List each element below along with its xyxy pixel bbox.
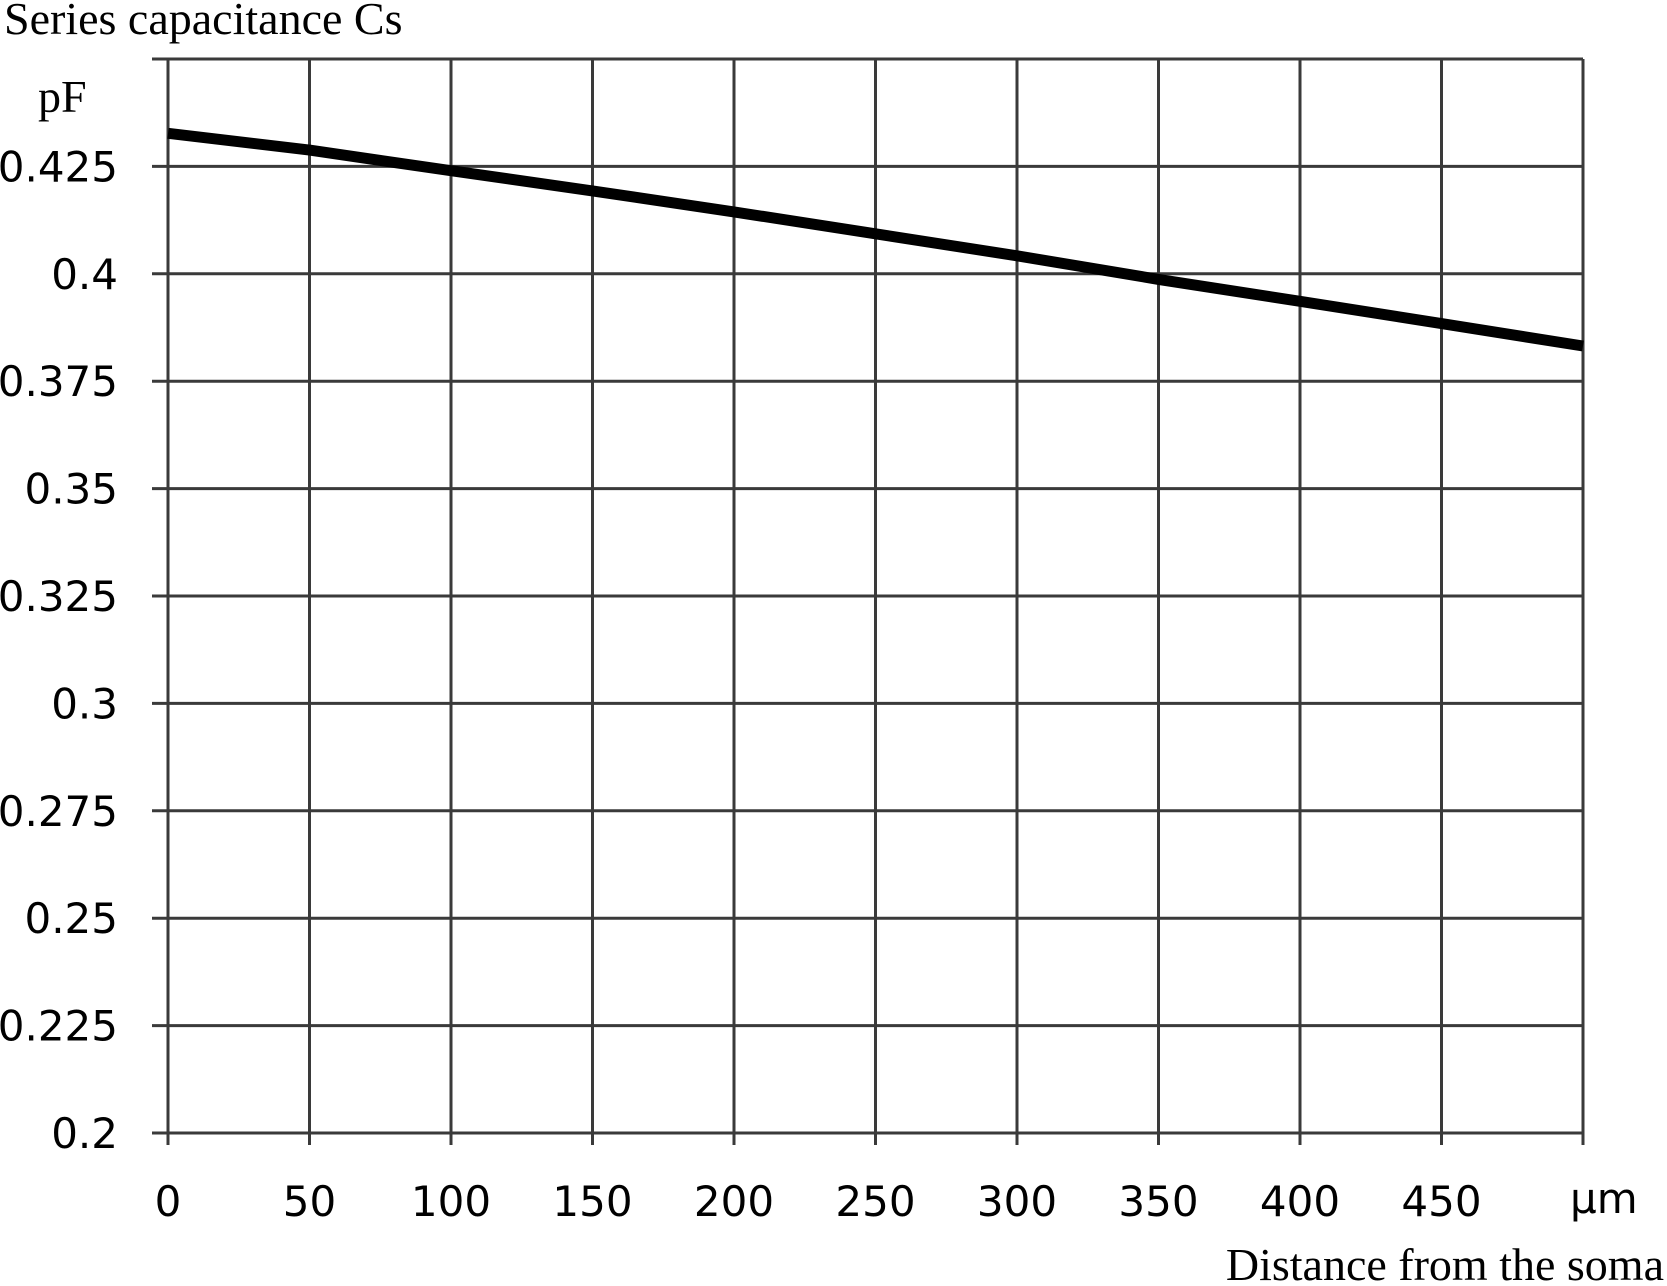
- y-tick-label: 0.275: [0, 787, 118, 836]
- y-tick-label: 0.225: [0, 1002, 118, 1051]
- x-tick-label: 250: [835, 1177, 915, 1226]
- series-layer: [167, 127, 1584, 352]
- x-tick-label: 300: [977, 1177, 1057, 1226]
- x-tick-label: 350: [1118, 1177, 1198, 1226]
- x-axis-unit: μm: [1570, 1174, 1638, 1223]
- chart-title: Series capacitance Cs: [4, 0, 402, 44]
- x-tick-label: 50: [283, 1177, 336, 1226]
- y-tick-label: 0.4: [51, 250, 118, 299]
- x-tick-label: 400: [1260, 1177, 1340, 1226]
- y-tick-label: 0.325: [0, 572, 118, 621]
- x-tick-label: 0: [155, 1177, 182, 1226]
- x-tick-label: 200: [694, 1177, 774, 1226]
- series-line: [167, 127, 1584, 352]
- grid: [152, 57, 1585, 1145]
- y-tick-label: 0.35: [24, 465, 118, 514]
- y-tick-label: 0.2: [51, 1109, 118, 1158]
- x-tick-label: 150: [552, 1177, 632, 1226]
- y-tick-label: 0.375: [0, 357, 118, 406]
- x-tick-label: 100: [411, 1177, 491, 1226]
- y-tick-label: 0.425: [0, 142, 118, 191]
- y-tick-label: 0.3: [51, 679, 118, 728]
- x-tick-label: 450: [1401, 1177, 1481, 1226]
- y-tick-label: 0.25: [24, 894, 118, 943]
- x-axis-label: Distance from the soma: [1226, 1239, 1664, 1281]
- y-axis-label: pF: [38, 71, 87, 122]
